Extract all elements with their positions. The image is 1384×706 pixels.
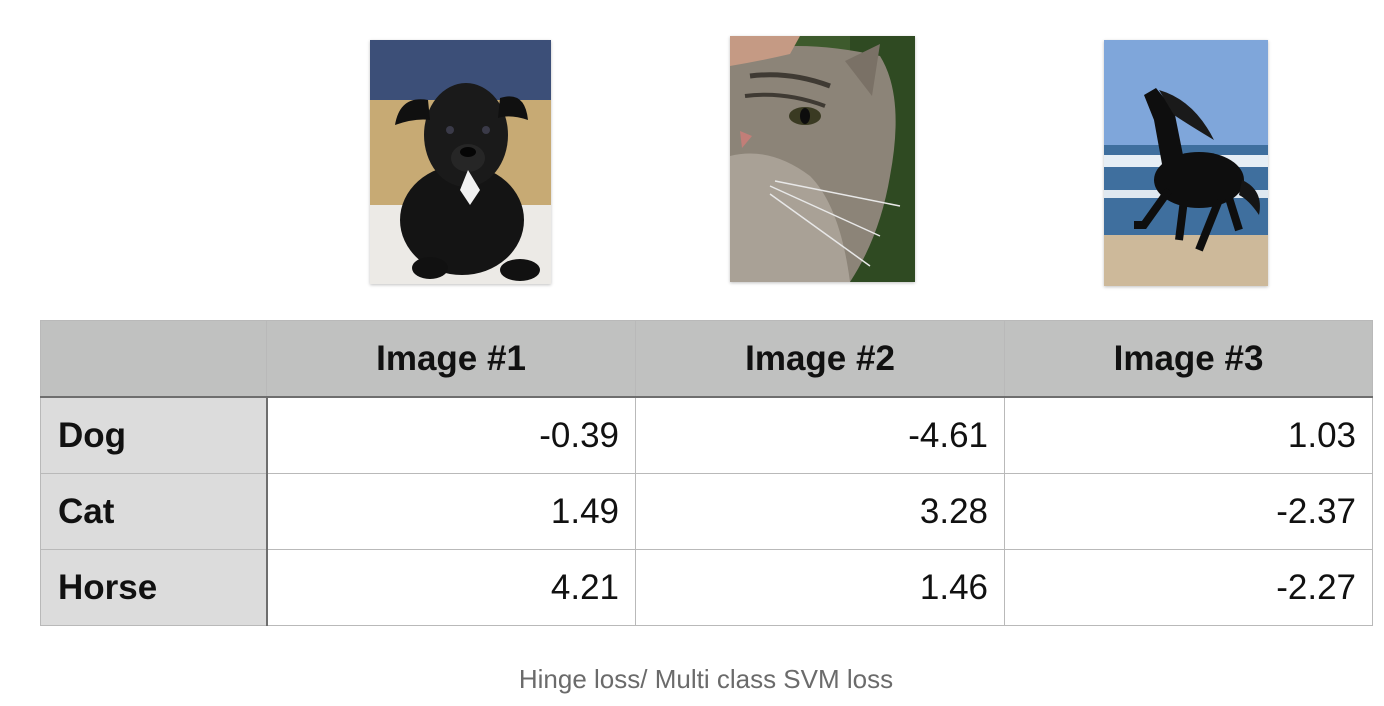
- column-header: Image #3: [1004, 320, 1373, 398]
- score-cell: 3.28: [635, 473, 1005, 550]
- score-cell: -2.37: [1004, 473, 1373, 550]
- corner-cell: [40, 320, 267, 398]
- score-cell: -4.61: [635, 396, 1005, 474]
- dog-photo: [370, 40, 551, 284]
- horse-photo: [1104, 40, 1268, 286]
- table-row: Horse 4.21 1.46 -2.27: [40, 549, 1373, 626]
- score-cell: 1.03: [1004, 396, 1373, 474]
- column-header: Image #2: [635, 320, 1005, 398]
- scores-table: Image #1 Image #2 Image #3 Dog -0.39 -4.…: [40, 320, 1373, 626]
- score-cell: 4.21: [266, 549, 636, 626]
- row-label: Dog: [40, 396, 268, 474]
- score-cell: 1.49: [266, 473, 636, 550]
- header-row: Image #1 Image #2 Image #3: [40, 320, 1373, 398]
- score-cell: 1.46: [635, 549, 1005, 626]
- table-row: Cat 1.49 3.28 -2.37: [40, 473, 1373, 550]
- score-cell: -2.27: [1004, 549, 1373, 626]
- score-cell: -0.39: [266, 396, 636, 474]
- table-row: Dog -0.39 -4.61 1.03: [40, 396, 1373, 474]
- cat-photo: [730, 36, 915, 282]
- row-label: Horse: [40, 549, 268, 626]
- figure-caption: Hinge loss/ Multi class SVM loss: [518, 664, 894, 694]
- row-label: Cat: [40, 473, 268, 550]
- column-header: Image #1: [266, 320, 636, 398]
